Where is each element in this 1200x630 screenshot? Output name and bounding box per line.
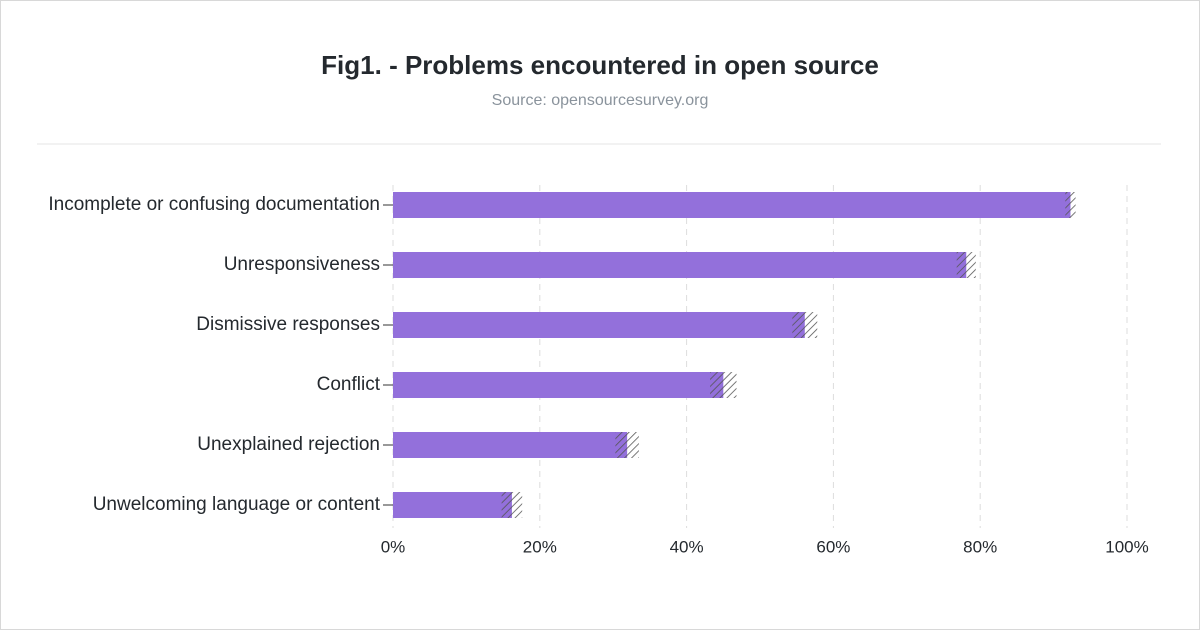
error-band xyxy=(956,252,976,278)
bar xyxy=(393,492,512,518)
y-tick-label: Unresponsiveness xyxy=(224,254,380,275)
y-tick-label: Conflict xyxy=(317,374,381,395)
bar xyxy=(393,432,628,458)
x-tick-label: 100% xyxy=(1105,537,1148,556)
x-tick-label: 0% xyxy=(381,537,406,556)
error-band xyxy=(1065,192,1076,218)
y-tick-label: Dismissive responses xyxy=(196,314,380,335)
chart-title: Fig1. - Problems encountered in open sou… xyxy=(321,50,879,80)
x-tick-label: 60% xyxy=(816,537,850,556)
error-band xyxy=(501,492,523,518)
error-band xyxy=(792,312,818,338)
error-band xyxy=(615,432,639,458)
chart-subtitle: Source: opensourcesurvey.org xyxy=(492,92,709,109)
bar xyxy=(393,372,724,398)
y-tick-label: Incomplete or confusing documentation xyxy=(48,194,380,215)
bar xyxy=(393,312,805,338)
error-band xyxy=(710,372,737,398)
y-tick-label: Unwelcoming language or content xyxy=(93,494,381,515)
bar xyxy=(393,252,967,278)
x-tick-label: 40% xyxy=(670,537,704,556)
x-tick-label: 20% xyxy=(523,537,557,556)
bar xyxy=(393,192,1071,218)
x-tick-label: 80% xyxy=(963,537,997,556)
y-tick-label: Unexplained rejection xyxy=(197,434,380,455)
